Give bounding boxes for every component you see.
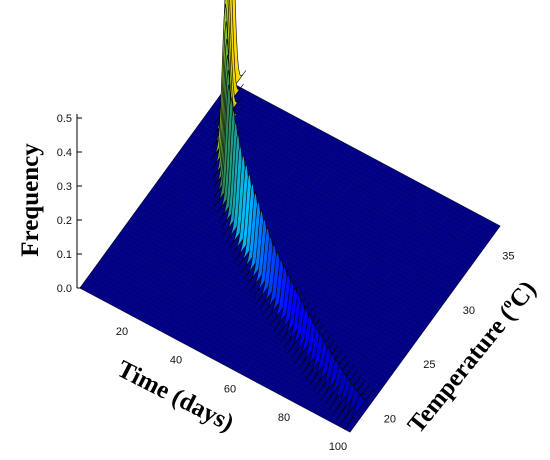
ridge-slice bbox=[324, 365, 354, 406]
z-axis-title: Frequency bbox=[17, 143, 44, 257]
grid-line-temperature bbox=[209, 109, 481, 254]
ridge-slice bbox=[312, 347, 342, 391]
ridge-slice bbox=[309, 341, 339, 385]
grid-line-time bbox=[236, 165, 387, 372]
grid-line-temperature bbox=[212, 105, 483, 251]
x-tick-label: 60 bbox=[224, 383, 236, 395]
grid-line-temperature bbox=[164, 171, 436, 316]
x-axis-title: Time (days) bbox=[113, 356, 238, 438]
grid-line-temperature bbox=[202, 119, 473, 264]
y-tick-label: 30 bbox=[463, 305, 475, 317]
grid-line-temperature bbox=[224, 88, 496, 234]
z-axis-ticks: 0.0 0.1 0.2 0.3 0.4 0.5 bbox=[57, 113, 82, 295]
y-tick-label: 20 bbox=[384, 413, 396, 425]
x-tick-label: 40 bbox=[170, 355, 182, 367]
z-tick-label: 0.5 bbox=[57, 113, 72, 125]
x-tick-label: 80 bbox=[278, 412, 290, 424]
grid-line-temperature bbox=[199, 122, 471, 268]
grid-line-temperature bbox=[82, 284, 353, 429]
grid-line-temperature bbox=[227, 85, 498, 230]
x-tick-label: 100 bbox=[329, 441, 347, 453]
grid-line-time bbox=[139, 113, 290, 320]
grid-line-temperature bbox=[92, 270, 363, 416]
grid-line-time bbox=[204, 148, 355, 355]
grid-line-time bbox=[79, 81, 231, 289]
grid-line-time bbox=[258, 176, 409, 384]
grid-line-time bbox=[231, 162, 382, 369]
grid-line-time bbox=[241, 168, 393, 375]
grid-line-time bbox=[123, 104, 274, 312]
z-tick-label: 0.3 bbox=[57, 181, 72, 193]
grid-line-temperature bbox=[84, 280, 356, 426]
ridge-slice bbox=[336, 379, 366, 420]
grid-line-temperature bbox=[87, 277, 358, 422]
ridge-slice bbox=[344, 389, 374, 430]
grid-line-time bbox=[225, 159, 376, 366]
grid-line-temperature bbox=[167, 167, 438, 313]
grid-line-temperature bbox=[157, 181, 428, 326]
grid-line-temperature bbox=[152, 188, 423, 333]
grid-line-temperature bbox=[214, 102, 486, 247]
grid-line-temperature bbox=[217, 98, 488, 244]
grid-line-time bbox=[252, 174, 403, 381]
grid-line-temperature bbox=[197, 126, 468, 271]
grid-line-temperature bbox=[222, 92, 493, 237]
grid-line-temperature bbox=[229, 81, 501, 227]
z-tick-label: 0.1 bbox=[57, 249, 72, 261]
grid-line-temperature bbox=[114, 239, 386, 385]
grid-line-temperature bbox=[219, 95, 491, 240]
grid-line-time bbox=[220, 156, 371, 363]
grid-line-time bbox=[128, 107, 279, 315]
x-tick-label: 20 bbox=[116, 326, 128, 338]
y-axis-ticks: 20 25 30 35 bbox=[384, 251, 515, 426]
grid-line-time bbox=[247, 171, 398, 378]
surface-ridge bbox=[210, 0, 374, 430]
grid-line-temperature bbox=[174, 157, 446, 302]
grid-line-temperature bbox=[149, 191, 421, 337]
grid-line-temperature bbox=[79, 287, 351, 433]
grid-line-time bbox=[85, 84, 236, 291]
grid-line-temperature bbox=[117, 236, 388, 381]
grid-line-temperature bbox=[207, 112, 478, 258]
grid-line-temperature bbox=[169, 164, 441, 309]
grid-line-time bbox=[133, 110, 285, 317]
grid-line-temperature bbox=[172, 160, 443, 306]
grid-line-temperature bbox=[97, 263, 368, 409]
ridge-slice bbox=[332, 375, 362, 415]
grid-line-time bbox=[214, 153, 366, 361]
grid-line-temperature bbox=[94, 267, 366, 412]
grid-line-temperature bbox=[162, 174, 433, 319]
grid-line-time bbox=[209, 151, 360, 358]
z-tick-label: 0.0 bbox=[57, 283, 72, 295]
y-tick-label: 25 bbox=[423, 359, 435, 371]
grid-line-temperature bbox=[154, 184, 426, 330]
grid-line-temperature bbox=[159, 177, 431, 323]
grid-line-temperature bbox=[89, 274, 361, 419]
grid-line-temperature bbox=[204, 116, 476, 261]
grid-line-time bbox=[349, 225, 501, 433]
ridge-slice bbox=[340, 385, 370, 426]
y-tick-label: 35 bbox=[502, 251, 514, 263]
x-axis-ticks: 20 40 60 80 100 bbox=[116, 326, 347, 453]
grid-line-time bbox=[117, 102, 268, 309]
grid-line-temperature bbox=[119, 232, 391, 378]
z-tick-label: 0.2 bbox=[57, 215, 72, 227]
z-tick-label: 0.4 bbox=[57, 147, 72, 159]
